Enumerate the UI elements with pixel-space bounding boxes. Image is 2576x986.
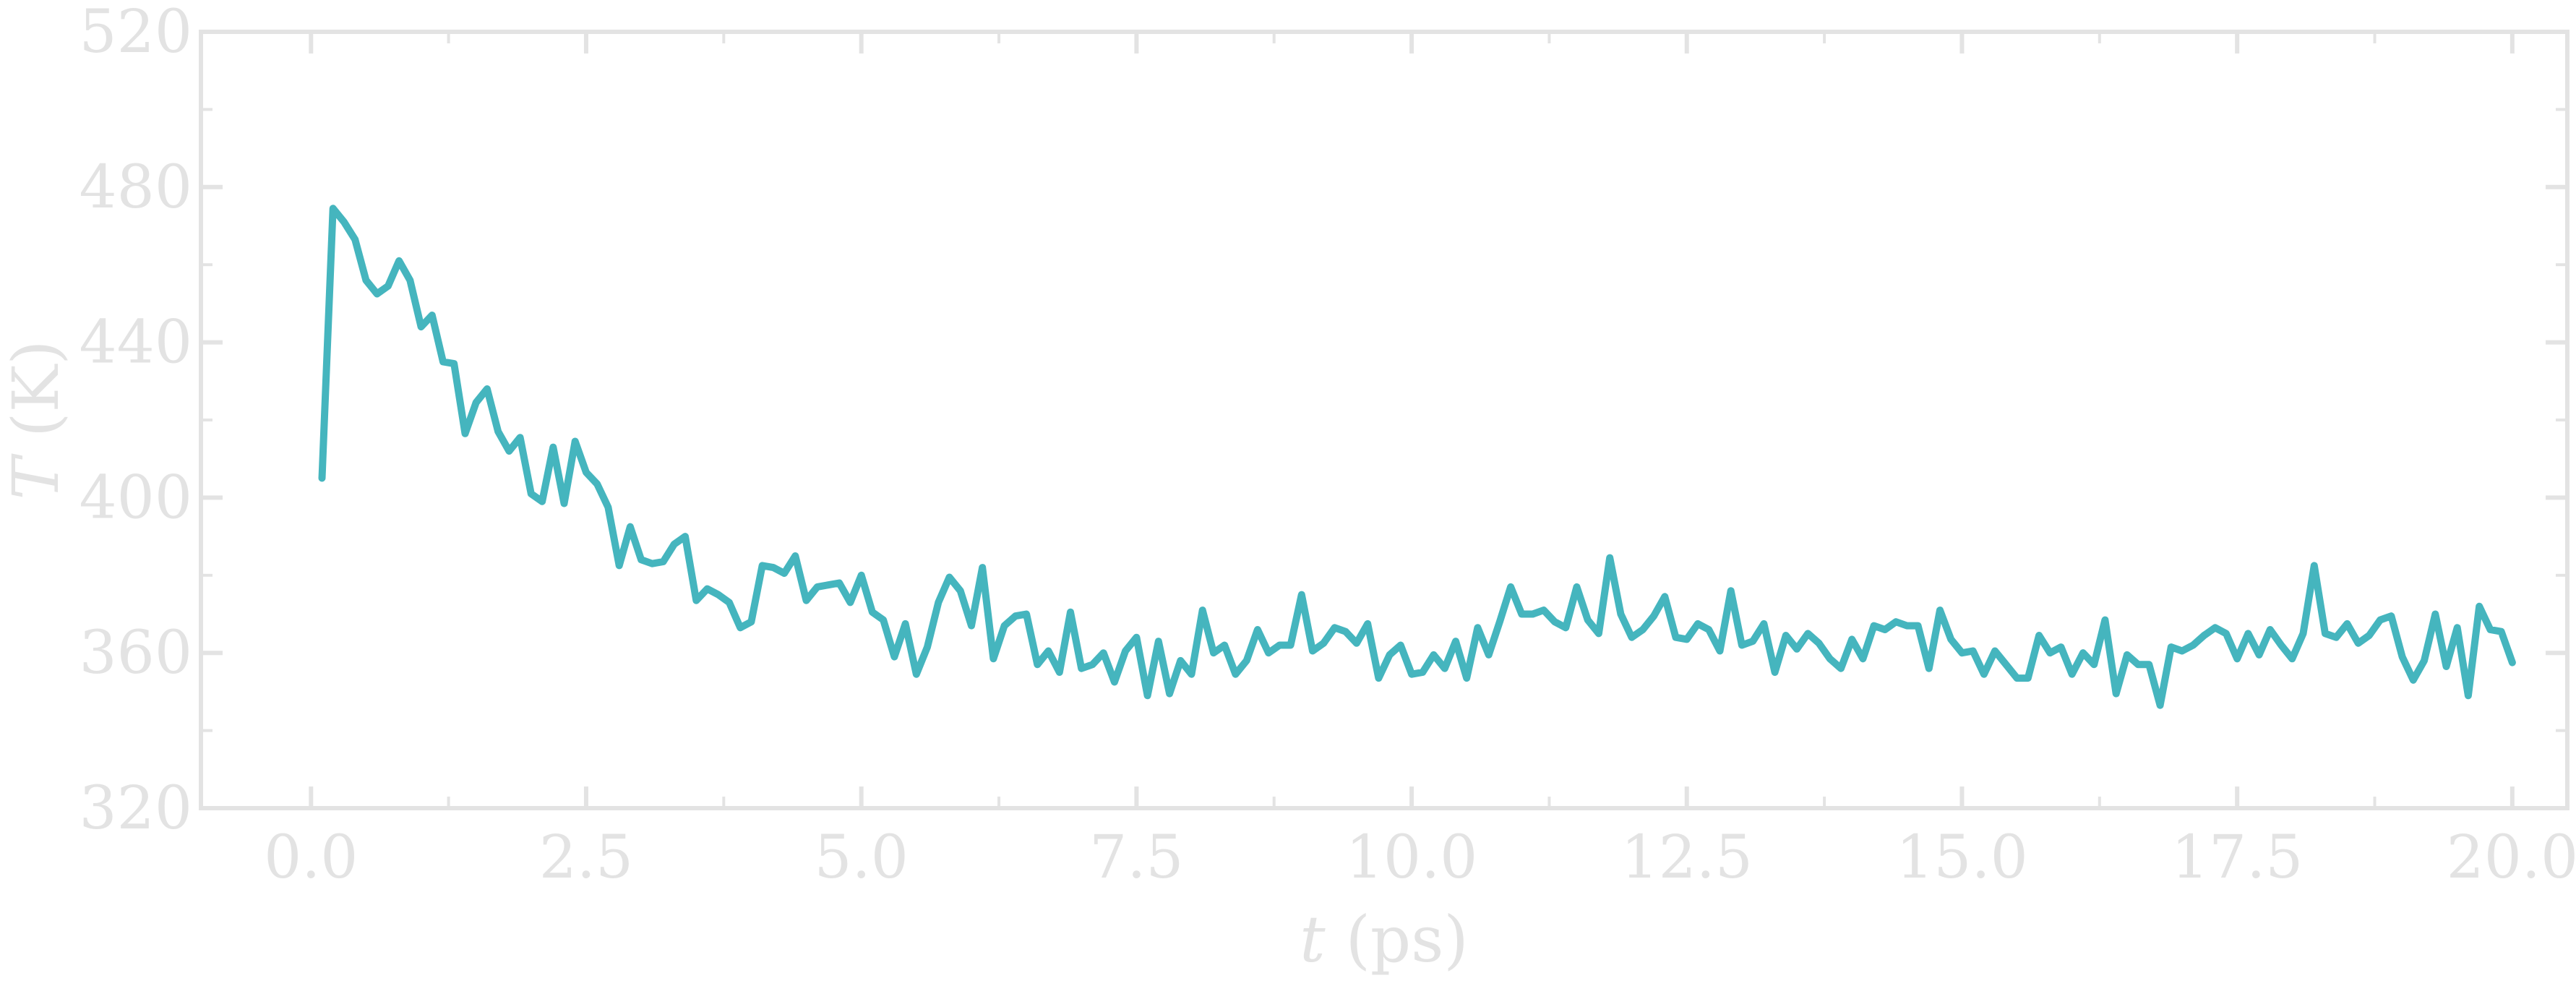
x-tick-label: 0.0 [264,823,358,892]
x-tick-labels: 0.0 2.5 5.0 7.5 10.0 12.5 15.0 17.5 20.0 [264,823,2576,892]
y-tick-label: 320 [79,774,192,843]
y-tick-label: 400 [79,463,192,532]
x-tick-label: 20.0 [2447,823,2576,892]
x-tick-label: 17.5 [2171,823,2304,892]
x-tick-label: 2.5 [539,823,633,892]
y-tick-labels: 320 360 400 440 480 520 [79,0,192,843]
y-tick-label: 440 [79,309,192,377]
x-tick-label: 12.5 [1620,823,1753,892]
y-axis-label: T (K) [0,340,73,500]
y-tick-label: 480 [79,153,192,222]
temperature-series-line [318,205,2516,709]
y-tick-label: 360 [79,619,192,687]
y-tick-label: 520 [79,0,192,67]
minor-ticks [201,32,2567,808]
plot-frame [199,30,2569,810]
x-tick-label: 15.0 [1896,823,2028,892]
major-ticks [201,32,2567,808]
x-tick-label: 5.0 [814,823,908,892]
x-tick-label: 10.0 [1346,823,1478,892]
x-axis-label: t (ps) [1300,902,1469,977]
x-tick-label: 7.5 [1089,823,1183,892]
